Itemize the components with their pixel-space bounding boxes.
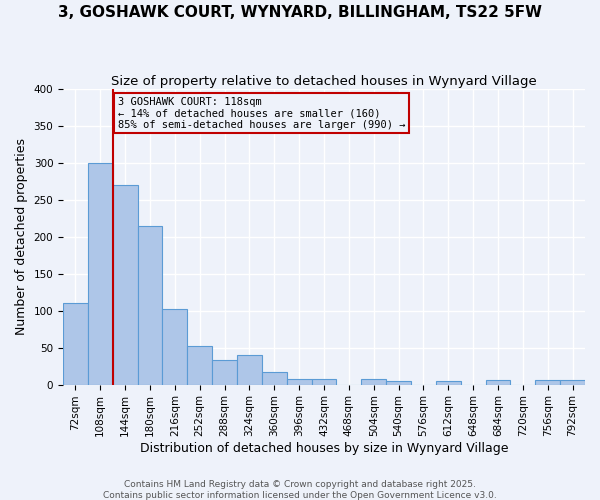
Bar — [535, 380, 560, 384]
Bar — [212, 360, 237, 384]
Bar — [262, 372, 287, 384]
Title: Size of property relative to detached houses in Wynyard Village: Size of property relative to detached ho… — [111, 75, 537, 88]
Bar — [386, 381, 411, 384]
Text: Contains HM Land Registry data © Crown copyright and database right 2025.
Contai: Contains HM Land Registry data © Crown c… — [103, 480, 497, 500]
Y-axis label: Number of detached properties: Number of detached properties — [15, 138, 28, 336]
Bar — [560, 380, 585, 384]
Bar — [187, 346, 212, 385]
Bar — [436, 381, 461, 384]
Bar — [113, 185, 137, 384]
Bar — [137, 226, 163, 384]
Bar — [287, 380, 311, 384]
Text: 3, GOSHAWK COURT, WYNYARD, BILLINGHAM, TS22 5FW: 3, GOSHAWK COURT, WYNYARD, BILLINGHAM, T… — [58, 5, 542, 20]
Bar — [485, 380, 511, 384]
Bar — [163, 310, 187, 384]
X-axis label: Distribution of detached houses by size in Wynyard Village: Distribution of detached houses by size … — [140, 442, 508, 455]
Bar — [237, 355, 262, 384]
Bar — [63, 304, 88, 384]
Text: 3 GOSHAWK COURT: 118sqm
← 14% of detached houses are smaller (160)
85% of semi-d: 3 GOSHAWK COURT: 118sqm ← 14% of detache… — [118, 96, 405, 130]
Bar — [311, 378, 337, 384]
Bar — [88, 163, 113, 384]
Bar — [361, 380, 386, 384]
